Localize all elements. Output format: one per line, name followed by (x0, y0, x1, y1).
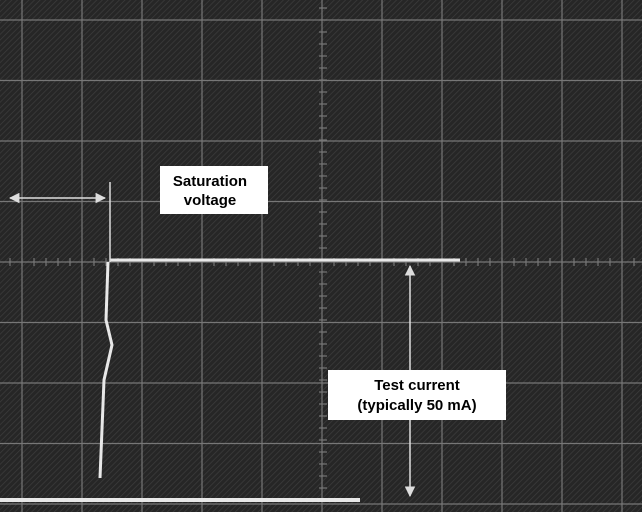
saturation-label: Saturation voltage (160, 166, 268, 214)
label-text: Test current (374, 377, 460, 394)
label-text: (typically 50 mA) (357, 397, 476, 414)
label-text: voltage (184, 192, 237, 209)
test-current-label: Test current (typically 50 mA) (328, 370, 506, 420)
label-text: Saturation (173, 173, 247, 190)
trace (0, 258, 460, 502)
trace-line (98, 261, 114, 479)
label-box (160, 166, 268, 214)
label-box (328, 370, 506, 420)
